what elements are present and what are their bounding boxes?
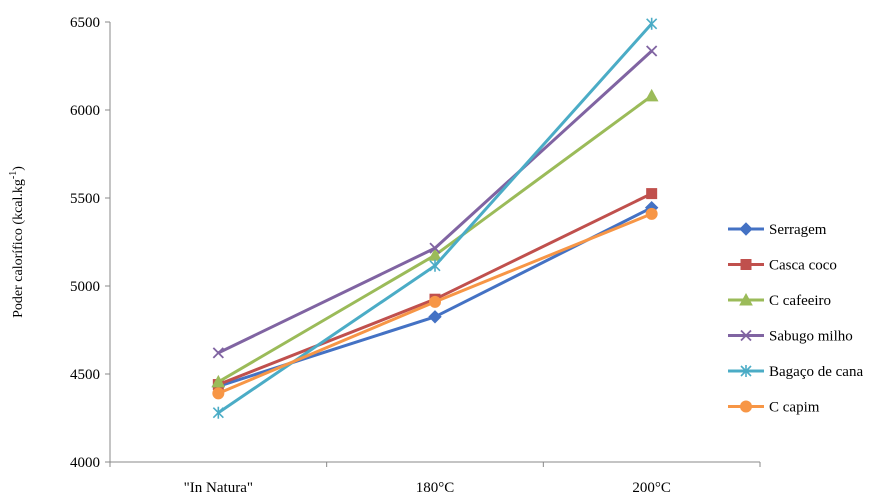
data-point-sabugo-milho	[646, 45, 658, 57]
legend: Serragem Casca coco C cafeeiro Sabugo milho…	[728, 222, 863, 416]
series-line-casca-coco	[217, 192, 653, 386]
legend-item-bagaco-de-cana: Bagaço de cana	[728, 364, 863, 380]
legend-marker	[739, 292, 753, 306]
y-tick-label: 4500	[70, 367, 100, 383]
legend-marker	[740, 329, 752, 342]
data-point-serragem	[428, 310, 442, 324]
x-tick-label: 180°C	[416, 480, 455, 496]
y-tick-label: 6500	[70, 15, 100, 31]
legend-item-casca-coco: Casca coco	[728, 258, 837, 274]
legend-marker	[740, 365, 752, 377]
marker-stroke	[212, 347, 224, 359]
data-point-c-capim	[429, 295, 441, 308]
data-point-c-capim	[645, 207, 658, 220]
legend-label: Casca coco	[769, 258, 837, 274]
data-point-bagaco-de-cana	[646, 17, 658, 30]
legend-marker	[739, 222, 753, 236]
x-tick-label: 200°C	[632, 480, 671, 496]
data-point-c-cafeeiro	[644, 88, 659, 102]
marker-stroke	[429, 242, 441, 254]
y-tick-label: 4000	[70, 455, 100, 471]
legend-item-c-cafeeiro: C cafeeiro	[728, 292, 831, 309]
y-axis-title-superscript: -1	[8, 171, 19, 179]
y-axis-title: Poder calorífico (kcal.kg-1)	[8, 166, 26, 318]
legend-label: C cafeeiro	[769, 293, 831, 309]
legend-label: Bagaço de cana	[769, 364, 863, 380]
legend-label: Serragem	[769, 222, 827, 238]
series-line-bagaco-de-cana	[217, 22, 653, 414]
legend-marker	[740, 400, 752, 413]
data-point-sabugo-milho	[429, 242, 441, 254]
series-casca-coco	[212, 188, 658, 391]
data-point-bagaco-de-cana	[212, 406, 224, 419]
marker-stroke	[740, 329, 752, 342]
data-point-c-capim	[212, 387, 225, 400]
series-c-capim	[212, 207, 658, 400]
legend-item-sabugo-milho: Sabugo milho	[728, 329, 853, 345]
legend-item-serragem: Serragem	[728, 222, 827, 238]
x-tick-label: "In Natura"	[184, 480, 253, 496]
legend-item-c-capim: C capim	[728, 400, 820, 416]
legend-marker	[740, 259, 752, 270]
data-point-c-cafeeiro	[211, 374, 226, 388]
data-point-casca-coco	[646, 188, 658, 200]
series-bagaco-de-cana	[212, 17, 658, 419]
y-axis-title-main: Poder calorífico (kcal.kg	[11, 179, 26, 318]
data-point-bagaco-de-cana	[429, 259, 441, 272]
y-axis-title-tail: )	[11, 166, 26, 171]
y-tick-label: 6000	[70, 103, 100, 119]
marker-stroke	[646, 45, 658, 57]
legend-label: Sabugo milho	[769, 329, 853, 345]
y-tick-label: 5000	[70, 279, 100, 295]
data-point-sabugo-milho	[212, 347, 224, 359]
series-sabugo-milho	[212, 45, 658, 359]
legend-label: C capim	[769, 400, 820, 416]
y-tick-label: 5500	[70, 191, 100, 207]
